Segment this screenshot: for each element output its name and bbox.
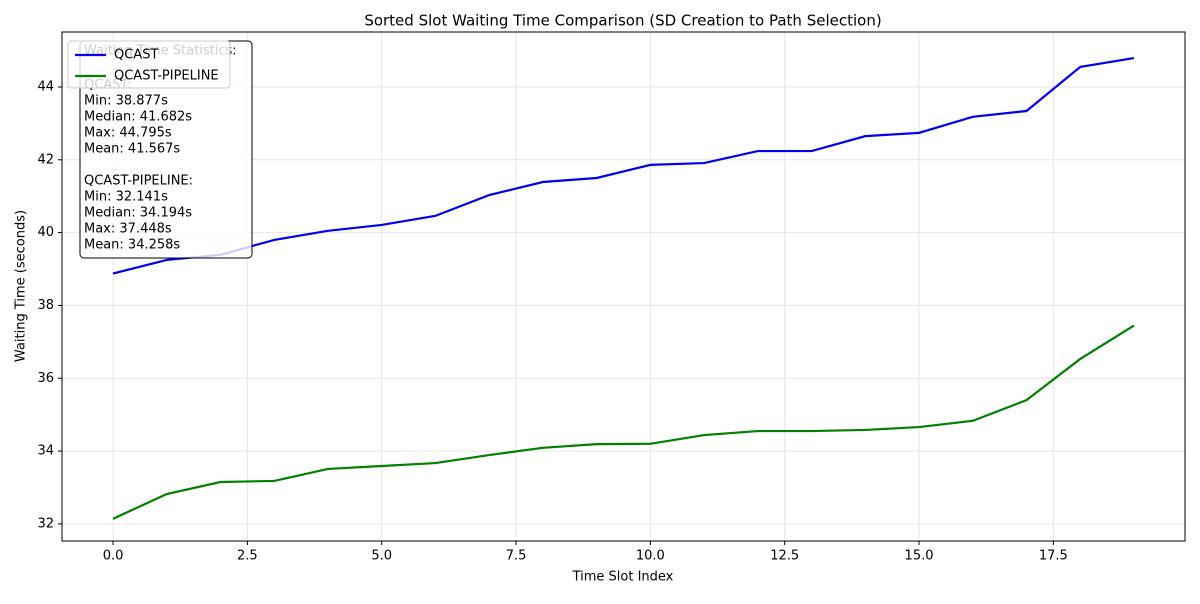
y-axis-label: Waiting Time (seconds) (14, 210, 29, 362)
chart-title: Sorted Slot Waiting Time Comparison (SD … (364, 12, 881, 30)
data-line (112, 324, 1135, 520)
y-tick-label: 32 (37, 516, 54, 531)
x-tick-label: 7.5 (506, 549, 527, 564)
stats-line: Max: 44.795s (84, 126, 172, 141)
stats-line: Min: 38.877s (84, 94, 168, 109)
y-tick-label: 42 (37, 152, 54, 167)
x-tick-label: 5.0 (371, 549, 392, 564)
x-tick-label: 12.5 (770, 549, 799, 564)
x-tick-label: 0.0 (103, 549, 124, 564)
y-tick-label: 44 (37, 79, 54, 94)
plot-frame (61, 31, 1186, 542)
stats-line: QCAST-PIPELINE: (84, 174, 193, 189)
x-tick-label: 15.0 (905, 549, 934, 564)
stats-line: Min: 32.141s (84, 190, 168, 205)
legend-box (67, 40, 231, 89)
stats-line: Max: 37.448s (84, 222, 172, 237)
legend-label: QCAST-PIPELINE (114, 69, 219, 84)
x-tick-label: 10.0 (636, 549, 665, 564)
stats-line: Median: 34.194s (84, 206, 192, 221)
data-line (112, 56, 1135, 275)
x-axis-label: Time Slot Index (572, 570, 674, 585)
stats-line: Median: 41.682s (84, 110, 192, 125)
stats-line: Mean: 34.258s (84, 238, 180, 253)
y-tick-label: 40 (37, 225, 54, 240)
stats-line: Mean: 41.567s (84, 142, 180, 157)
x-tick-label: 2.5 (237, 549, 258, 564)
y-tick-label: 34 (37, 444, 54, 459)
x-tick-label: 17.5 (1039, 549, 1068, 564)
y-tick-label: 38 (37, 298, 54, 313)
y-tick-label: 36 (37, 371, 54, 386)
legend-label: QCAST (114, 48, 158, 63)
